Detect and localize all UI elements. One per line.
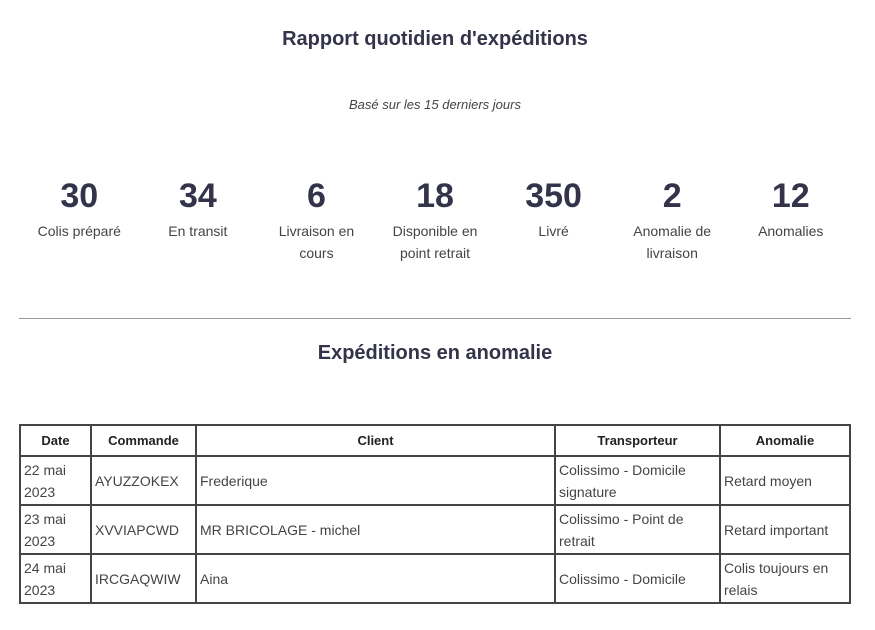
column-header-date: Date <box>19 424 92 457</box>
stat-colis-prepare: 30 Colis préparé <box>20 174 139 264</box>
stat-value: 18 <box>416 177 454 215</box>
stat-label: En transit <box>168 223 228 239</box>
column-header-client: Client <box>195 424 556 457</box>
cell-anomalie: Colis toujours en relais <box>719 553 851 604</box>
table-row: 22 mai 2023 AYUZZOKEX Frederique Colissi… <box>19 455 851 506</box>
cell-commande: XVVIAPCWD <box>90 504 197 555</box>
page-title: Rapport quotidien d'expéditions <box>282 28 588 50</box>
table-row: 24 mai 2023 IRCGAQWIW Aina Colissimo - D… <box>19 553 851 604</box>
stats-row: 30 Colis préparé 34 En transit 6 Livraison … <box>20 174 850 264</box>
cell-anomalie: Retard important <box>719 504 851 555</box>
cell-transporteur: Colissimo - Domicile <box>554 553 721 604</box>
stat-value: 30 <box>60 177 99 215</box>
stat-value: 2 <box>662 177 682 215</box>
cell-transporteur: Colissimo - Point de retrait <box>554 504 721 555</box>
cell-client: Aina <box>195 553 556 604</box>
stat-value: 12 <box>771 177 810 215</box>
table-row: 23 mai 2023 XVVIAPCWD MR BRICOLAGE - mic… <box>19 504 851 555</box>
stat-label: Livré <box>538 223 569 239</box>
stat-label: Disponible en point retrait <box>392 223 478 261</box>
cell-commande: IRCGAQWIW <box>90 553 197 604</box>
stat-label: Colis préparé <box>37 223 121 239</box>
cell-date: 23 mai 2023 <box>19 504 92 555</box>
table-header-row: Date Commande Client Transporteur Anomal… <box>19 424 851 457</box>
stat-livre: 350 Livré <box>494 174 613 264</box>
stat-disponible-point-retrait: 18 Disponible en point retrait <box>376 174 495 264</box>
cell-anomalie: Retard moyen <box>719 455 851 506</box>
cell-client: MR BRICOLAGE - michel <box>195 504 556 555</box>
column-header-commande: Commande <box>90 424 197 457</box>
anomalies-table: Date Commande Client Transporteur Anomal… <box>19 424 851 604</box>
stat-label: Anomalies <box>758 223 824 239</box>
section-title: Expéditions en anomalie <box>317 342 553 364</box>
stat-anomalies: 12 Anomalies <box>731 174 850 264</box>
stat-label: Livraison en cours <box>278 223 355 261</box>
divider <box>19 318 851 319</box>
cell-transporteur: Colissimo - Domicile signature <box>554 455 721 506</box>
stat-en-transit: 34 En transit <box>139 174 258 264</box>
cell-commande: AYUZZOKEX <box>90 455 197 506</box>
stat-value: 34 <box>178 177 217 215</box>
stat-livraison-en-cours: 6 Livraison en cours <box>257 174 376 264</box>
page-subtitle: Basé sur les 15 derniers jours <box>349 97 521 112</box>
stat-value: 350 <box>525 177 582 215</box>
column-header-transporteur: Transporteur <box>554 424 721 457</box>
stat-anomalie-livraison: 2 Anomalie de livraison <box>613 174 732 264</box>
cell-date: 22 mai 2023 <box>19 455 92 506</box>
cell-date: 24 mai 2023 <box>19 553 92 604</box>
stat-value: 6 <box>306 177 326 215</box>
stat-label: Anomalie de livraison <box>633 223 712 261</box>
cell-client: Frederique <box>195 455 556 506</box>
column-header-anomalie: Anomalie <box>719 424 851 457</box>
